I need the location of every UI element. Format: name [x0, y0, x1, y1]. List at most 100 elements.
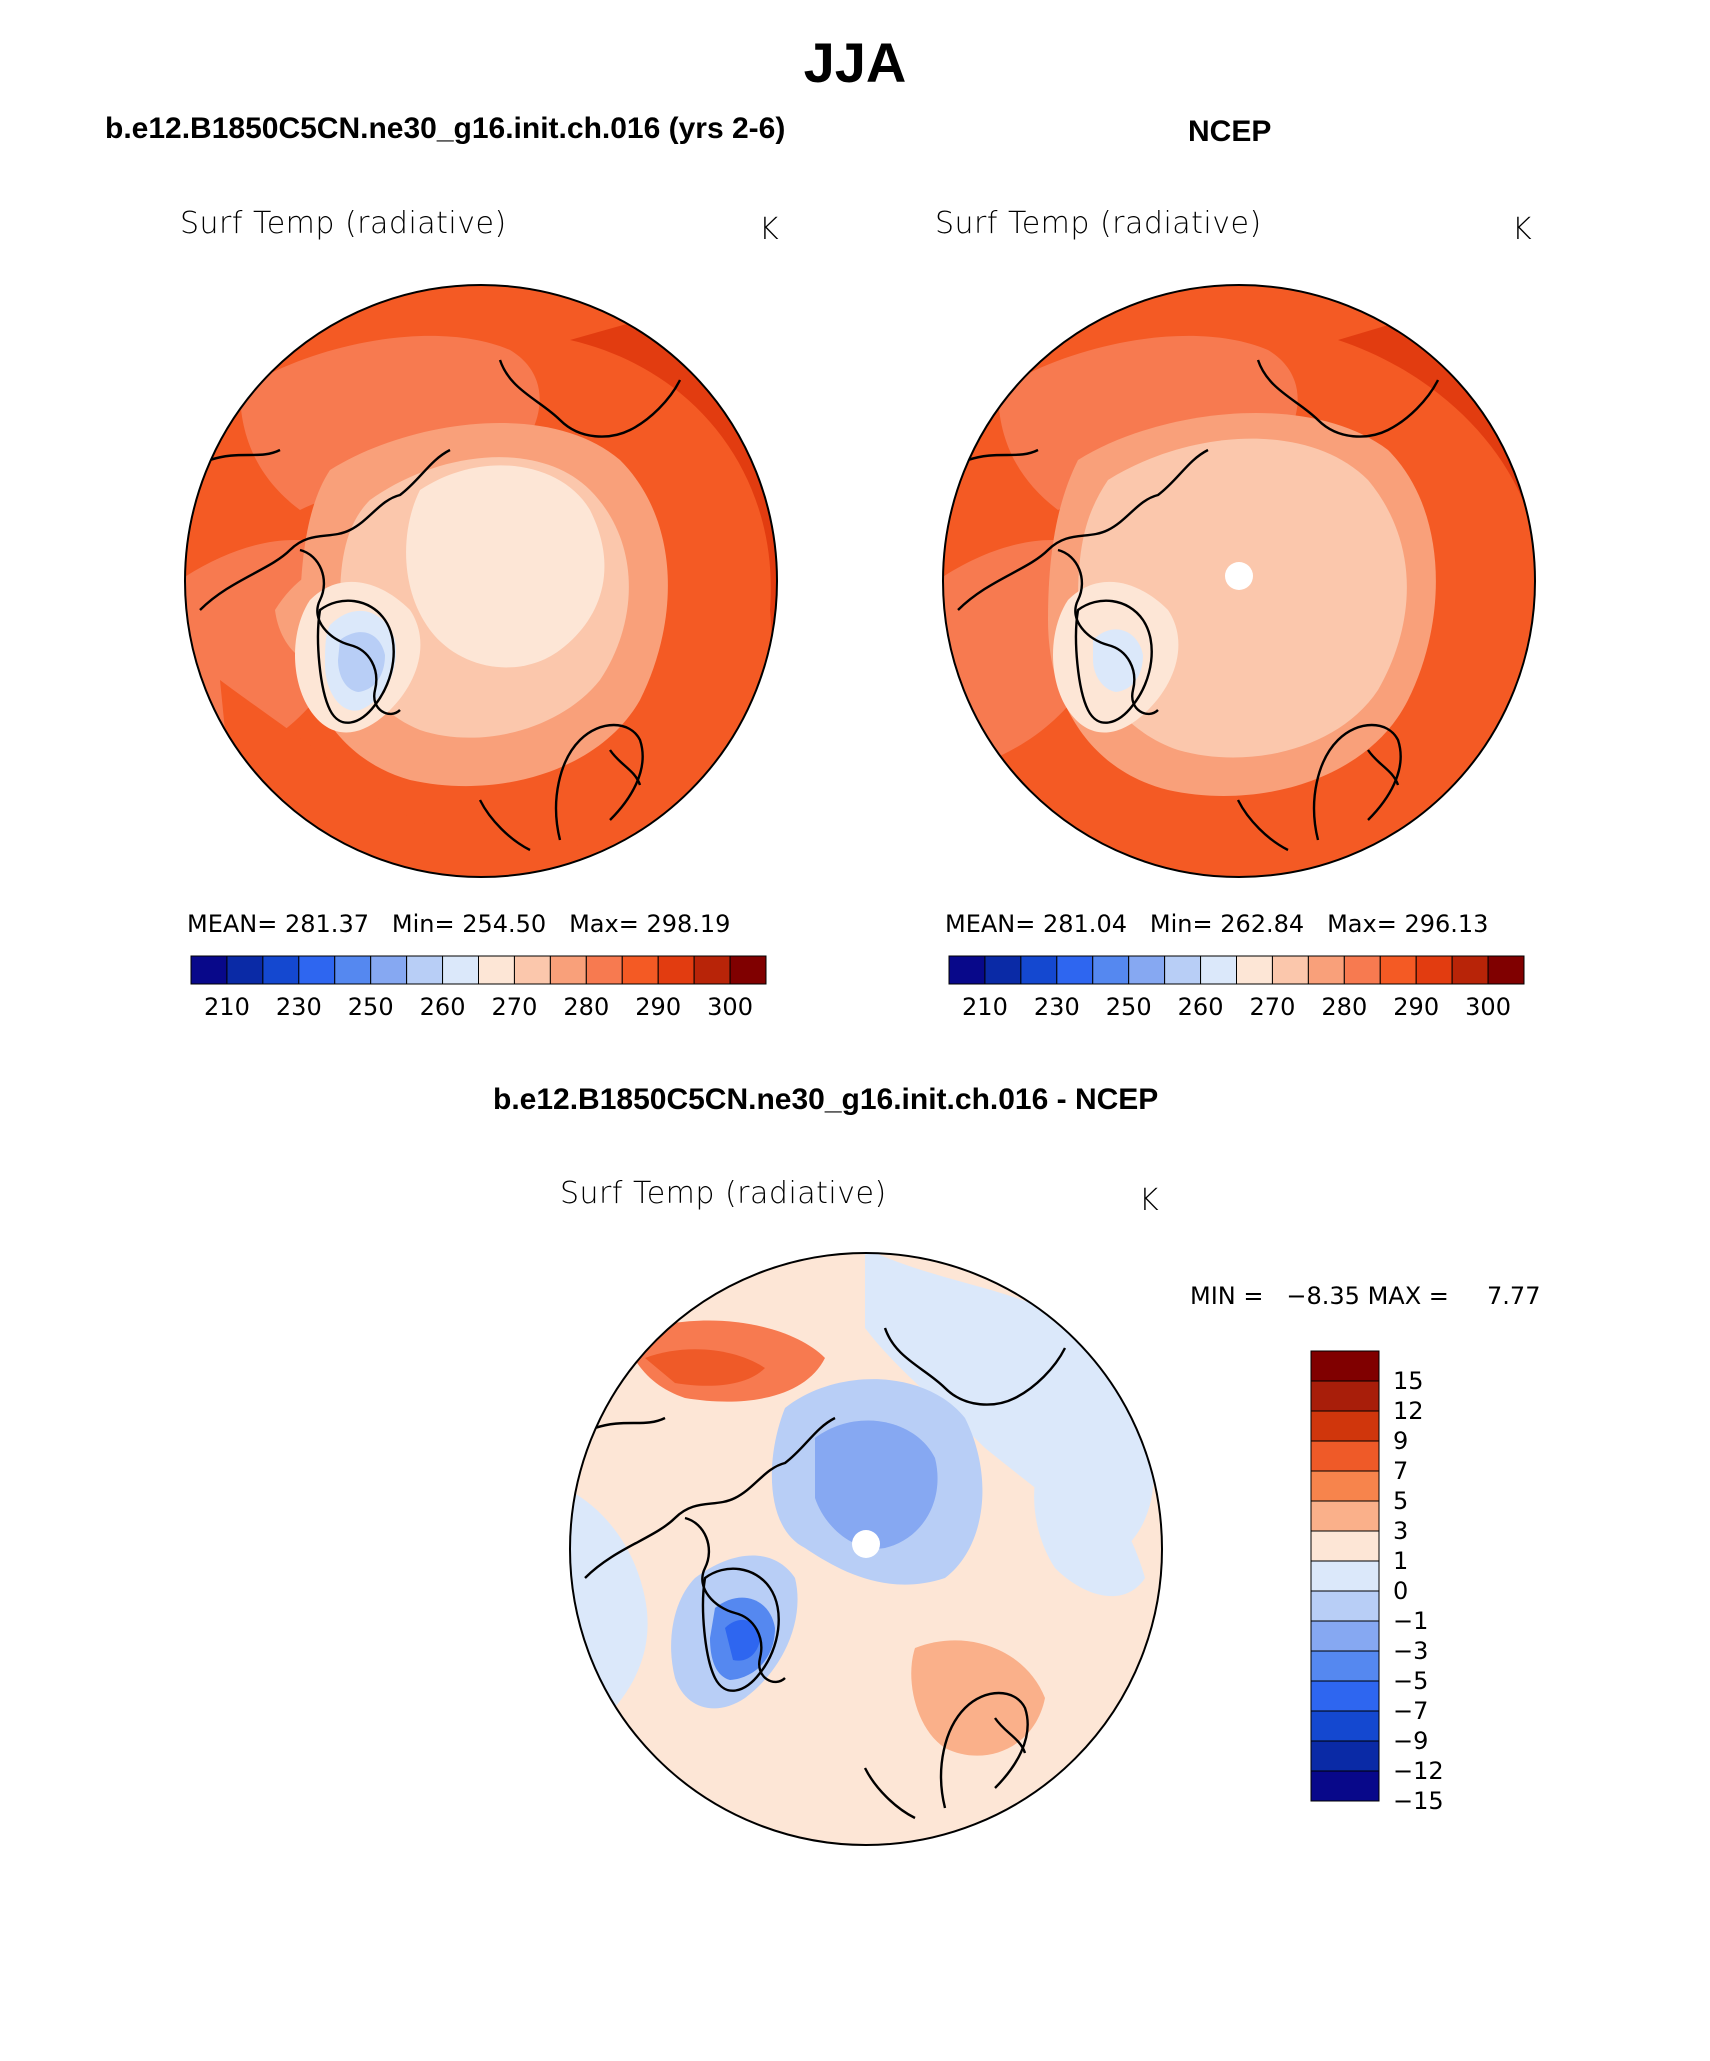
panel1-colorbar-tick-label: 250	[348, 993, 394, 1021]
diff-colorbar-swatch	[1310, 1470, 1380, 1502]
panel1-colorbar-tick-label: 230	[276, 993, 322, 1021]
diff-colorbar-swatch	[1310, 1380, 1380, 1412]
diff-colorbar-tick-label: −3	[1393, 1637, 1428, 1665]
panel1-colorbar-swatch	[621, 955, 659, 985]
panel2-colorbar-tick-label: 230	[1034, 993, 1080, 1021]
panel2-mean-value: 281.04	[1043, 910, 1127, 938]
panel2-colorbar-swatch	[1379, 955, 1417, 985]
panel1-max-value: 298.19	[646, 910, 731, 938]
panel2-max-value: 296.13	[1404, 910, 1489, 938]
panel1-polar-map	[184, 284, 778, 878]
diff-colorbar-swatch	[1310, 1410, 1380, 1442]
panel1-max-label: Max=	[569, 910, 639, 938]
panel2-colorbar-tick-label: 250	[1106, 993, 1152, 1021]
panel1-colorbar-swatch	[370, 955, 408, 985]
panel2-colorbar-swatch	[984, 955, 1022, 985]
panel1-min-value: 254.50	[462, 910, 547, 938]
diff-colorbar-tick-label: 0	[1393, 1577, 1408, 1605]
panel2-min-label: Min=	[1149, 910, 1213, 938]
diff-colorbar-swatch	[1310, 1680, 1380, 1712]
panel1-colorbar-swatch	[226, 955, 264, 985]
panel1-colorbar-tick-label: 300	[707, 993, 753, 1021]
diff-colorbar-swatch	[1310, 1560, 1380, 1592]
panel1-colorbar-swatch	[298, 955, 336, 985]
diff-minmax: MIN = −8.35 MAX = 7.77	[1190, 1282, 1540, 1310]
diff-colorbar-swatch	[1310, 1710, 1380, 1742]
diff-colorbar-swatch	[1310, 1770, 1380, 1802]
diff-case-title: b.e12.B1850C5CN.ne30_g16.init.ch.016 - N…	[493, 1083, 1159, 1116]
diff-colorbar-tick-label: 9	[1393, 1427, 1408, 1455]
panel2-colorbar-swatch	[1092, 955, 1130, 985]
panel1-colorbar-swatch	[478, 955, 515, 985]
panel1-colorbar-swatch	[657, 955, 695, 985]
panel2-colorbar-swatch	[1164, 955, 1202, 985]
diff-colorbar-tick-label: −7	[1393, 1697, 1428, 1725]
panel2-colorbar-swatch	[1487, 955, 1525, 985]
panel2-colorbar-tick-label: 280	[1321, 993, 1367, 1021]
diff-units: K	[1139, 1183, 1160, 1218]
diff-colorbar-tick-label: −5	[1393, 1667, 1428, 1695]
panel2-colorbar-swatch	[1271, 955, 1309, 985]
panel2-field-label: Surf Temp (radiative)	[935, 206, 1262, 241]
panel1-colorbar-tick-label: 210	[204, 993, 250, 1021]
panel2-colorbar: 210 230 250 260 270 280 290 300	[948, 955, 1525, 1021]
panel1-colorbar-swatch	[262, 955, 300, 985]
panel1-field-label: Surf Temp (radiative)	[180, 206, 507, 241]
panel2-colorbar-swatch	[1128, 955, 1166, 985]
panel1-colorbar-swatch	[334, 955, 372, 985]
panel2-colorbar-tick-label: 210	[962, 993, 1008, 1021]
panel1-colorbar-tick-label: 260	[420, 993, 466, 1021]
diff-colorbar-tick-label: −1	[1393, 1607, 1428, 1635]
diff-colorbar-tick-label: 15	[1393, 1367, 1424, 1395]
panel1-colorbar-swatch	[442, 955, 479, 985]
panel1-stats: MEAN= 281.37 Min= 254.50 Max= 298.19	[187, 910, 730, 938]
diff-colorbar-swatch	[1310, 1440, 1380, 1472]
panel2-colorbar-swatch	[1020, 955, 1058, 985]
diff-min-value: −8.35	[1286, 1282, 1360, 1310]
main-title: JJA	[803, 31, 907, 94]
diff-max-label: MAX =	[1367, 1282, 1449, 1310]
diff-colorbar-tick-label: 1	[1393, 1547, 1408, 1575]
panel2-colorbar-tick-label: 290	[1393, 993, 1439, 1021]
panel2-colorbar-swatch	[1343, 955, 1381, 985]
panel1-colorbar-swatch	[693, 955, 731, 985]
panel1-colorbar-swatch	[406, 955, 444, 985]
panel2-colorbar-swatch	[1200, 955, 1237, 985]
panel1-min-label: Min=	[391, 910, 455, 938]
panel1-case-title: b.e12.B1850C5CN.ne30_g16.init.ch.016 (yr…	[105, 112, 786, 145]
panel1-colorbar-tick-label: 280	[563, 993, 609, 1021]
panel1-colorbar-swatch	[729, 955, 767, 985]
panel2-colorbar-swatch	[1307, 955, 1345, 985]
diff-colorbar-swatch	[1310, 1590, 1380, 1622]
panel1-units: K	[759, 212, 780, 247]
diff-colorbar-tick-label: 12	[1393, 1397, 1424, 1425]
panel2-colorbar-swatch	[1056, 955, 1094, 985]
panel1-mean-label: MEAN=	[187, 910, 278, 938]
panel2-colorbar-swatch	[1415, 955, 1453, 985]
diff-colorbar-swatch	[1310, 1500, 1380, 1532]
panel2-colorbar-tick-label: 300	[1465, 993, 1511, 1021]
diff-field-label: Surf Temp (radiative)	[560, 1176, 887, 1211]
diff-colorbar-tick-label: 7	[1393, 1457, 1408, 1485]
panel2-colorbar-swatch	[1451, 955, 1489, 985]
diff-colorbar-swatch	[1310, 1620, 1380, 1652]
diff-min-label: MIN =	[1190, 1282, 1264, 1310]
diff-colorbar-tick-label: 5	[1393, 1487, 1408, 1515]
diff-colorbar-swatch	[1310, 1530, 1380, 1562]
panel2-units: K	[1512, 212, 1533, 247]
diff-colorbar-swatch	[1310, 1350, 1380, 1382]
panel2-stats: MEAN= 281.04 Min= 262.84 Max= 296.13	[945, 910, 1488, 938]
panel2-min-value: 262.84	[1220, 910, 1305, 938]
panel1-colorbar-swatch	[585, 955, 623, 985]
panel1-mean-value: 281.37	[285, 910, 369, 938]
panel1-colorbar-swatch	[549, 955, 587, 985]
diff-colorbar-tick-label: −15	[1393, 1787, 1444, 1815]
panel2-colorbar-tick-label: 270	[1250, 993, 1296, 1021]
diff-colorbar-tick-label: −9	[1393, 1727, 1428, 1755]
panel2-colorbar-tick-label: 260	[1178, 993, 1224, 1021]
panel1-colorbar: 210 230 250 260 270 280 290 300	[190, 955, 767, 1021]
diff-colorbar-tick-label: 3	[1393, 1517, 1408, 1545]
panel2-colorbar-swatch	[1236, 955, 1273, 985]
diff-max-value: 7.77	[1487, 1282, 1541, 1310]
